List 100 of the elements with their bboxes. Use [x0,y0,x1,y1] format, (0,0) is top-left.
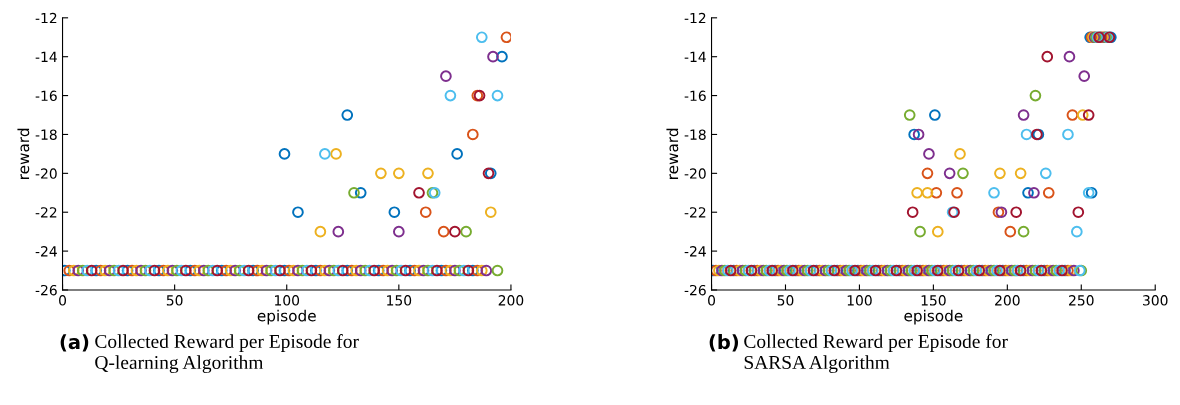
point [471,264,484,277]
point [341,264,354,277]
point [413,186,425,199]
point [85,264,98,277]
point [220,264,233,277]
y-tick-label: -22 [684,207,706,218]
x-tick-label: 250 [1069,295,1094,306]
point [908,128,920,141]
point [247,264,259,277]
point [144,264,156,277]
point [921,167,934,180]
point [310,264,322,277]
point [390,264,403,277]
point [912,128,925,141]
point [943,167,956,180]
point [957,167,969,180]
point [1071,225,1083,238]
x-tick-label: 200 [498,295,524,306]
point [256,264,268,277]
point [1062,128,1074,141]
point [327,264,340,277]
point [117,264,129,277]
x-tick-label: 300 [1143,295,1168,306]
x-tick-label: 150 [387,295,412,306]
point [332,225,345,238]
point [491,264,504,277]
point [348,186,360,199]
point [1041,50,1054,63]
point [413,264,425,277]
point [500,31,511,44]
y-tick-label: -24 [684,246,706,257]
point [330,148,342,160]
point [188,264,201,277]
point [108,264,120,277]
point [388,206,401,219]
point [1039,167,1052,180]
point [453,264,466,277]
point [1010,206,1023,219]
point [292,264,304,277]
point [437,225,450,238]
point [375,167,387,180]
point [444,264,457,277]
text: Collected Reward per Episode for Q-learning Algorithm [95,334,359,374]
point [1017,225,1030,238]
point [180,264,192,277]
point [921,186,934,199]
point [76,264,89,277]
x-tick-label: 50 [166,295,183,306]
point [417,264,430,277]
point [206,264,219,277]
y-tick-label: -18 [35,129,57,140]
y-tick-label: -16 [684,90,706,102]
point [1082,109,1095,121]
point [211,264,224,277]
point [1020,128,1033,141]
point [103,264,116,277]
point [274,264,286,277]
point [301,264,313,277]
point [431,264,443,277]
point [911,186,923,199]
point [467,264,479,277]
text: Collected Reward per Episode for SARSA Algorithm [744,334,1008,374]
point [1029,89,1042,102]
point [906,206,919,219]
point [1022,186,1034,199]
y-tick-label: -20 [35,168,57,179]
point [923,148,935,160]
point [426,264,439,277]
point [1042,186,1055,199]
point [480,264,493,277]
point [422,264,434,277]
point [444,89,457,102]
point [1076,109,1089,121]
y-tick-label: -14 [35,51,57,62]
point [393,167,405,180]
point [193,264,206,277]
point [81,264,94,277]
x-axis-title: episode [257,309,316,325]
point [491,89,504,102]
y-tick-label: -22 [35,207,57,218]
point [381,264,394,277]
point [462,264,475,277]
point [202,264,215,277]
point [350,264,363,277]
point [404,264,416,277]
point [458,264,470,277]
point [260,264,273,277]
point [930,186,943,199]
point [314,264,327,277]
point [345,264,358,277]
point [63,264,76,277]
point [135,264,147,277]
point [451,148,463,160]
point [487,50,499,63]
point [319,264,331,277]
point [148,264,161,277]
point [269,264,282,277]
point [395,264,407,277]
point [496,50,508,63]
point [233,264,246,277]
